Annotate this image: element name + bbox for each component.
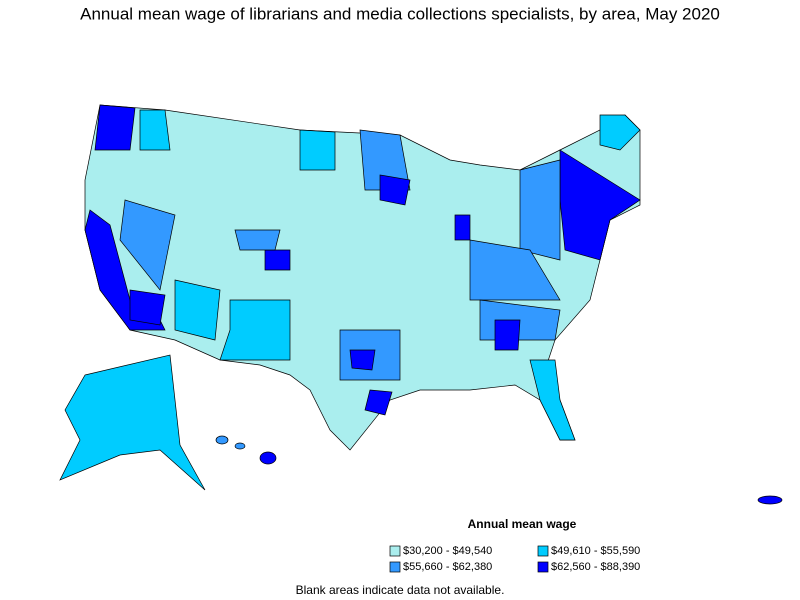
map	[59, 104, 783, 505]
hawaii-island	[234, 442, 246, 450]
map-region	[234, 229, 281, 251]
map-region	[469, 239, 561, 301]
map-region	[359, 129, 411, 191]
map-region	[139, 109, 171, 151]
map-region	[129, 289, 166, 326]
legend-title: Annual mean wage	[468, 517, 577, 531]
map-region	[299, 129, 336, 171]
hawaii-island	[259, 451, 277, 465]
legend-label: $62,560 - $88,390	[551, 561, 640, 573]
puerto-rico	[757, 495, 783, 505]
legend-label: $55,660 - $62,380	[403, 561, 492, 573]
map-region	[364, 389, 393, 416]
map-region	[219, 299, 291, 361]
map-region	[174, 279, 221, 341]
legend-swatch	[389, 545, 401, 557]
legend-swatch	[389, 561, 401, 573]
legend: $30,200 - $49,540 $49,610 - $55,590 $55,66…	[389, 545, 640, 573]
map-region	[94, 104, 136, 151]
legend-swatch	[537, 561, 549, 573]
map-region	[264, 249, 291, 271]
map-region	[494, 319, 521, 351]
hawaii-island	[215, 435, 229, 445]
map-title: Annual mean wage of librarians and media…	[80, 4, 720, 23]
legend-label: $49,610 - $55,590	[551, 545, 640, 557]
map-region	[599, 114, 641, 151]
map-region	[349, 349, 376, 371]
map-region	[119, 199, 176, 291]
map-region	[529, 359, 576, 441]
map-region	[84, 209, 166, 331]
legend-label: $30,200 - $49,540	[403, 545, 492, 557]
map-region	[519, 159, 561, 261]
footnote: Blank areas indicate data not available.	[296, 583, 505, 597]
legend-swatch	[537, 545, 549, 557]
map-region	[379, 174, 411, 206]
map-region	[454, 214, 471, 241]
alaska	[59, 354, 206, 491]
